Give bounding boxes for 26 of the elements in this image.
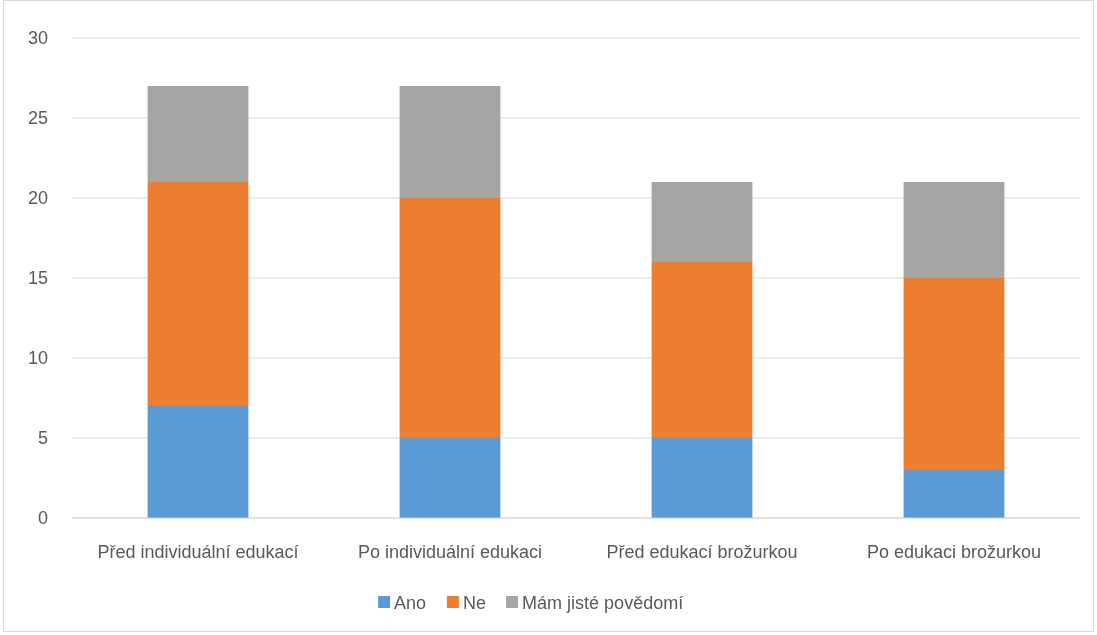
y-tick-label: 25 [27, 108, 48, 129]
legend-label: Ano [394, 593, 427, 614]
y-tick-label: 15 [27, 268, 48, 289]
legend-label: Ne [462, 593, 486, 614]
y-tick-label: 0 [37, 508, 48, 529]
bar [147, 86, 249, 182]
y-tick-label: 20 [27, 188, 48, 209]
legend-label: Mám jisté povědomí [522, 593, 684, 614]
bar [903, 182, 1005, 278]
y-tick-label: 30 [27, 28, 48, 49]
bar [147, 182, 249, 406]
bar [399, 198, 501, 438]
y-tick-label: 5 [37, 428, 48, 449]
x-tick-label: Po individuální edukaci [357, 542, 543, 562]
bar [651, 438, 753, 518]
y-tick-label: 10 [27, 348, 48, 369]
x-tick-label: Před individuální edukací [97, 542, 299, 562]
bar [903, 278, 1005, 470]
bar [399, 438, 501, 518]
bar [147, 406, 249, 518]
x-tick-label: Po edukaci brožurkou [866, 542, 1042, 562]
bar [651, 182, 753, 262]
bar [651, 262, 753, 438]
bar [399, 86, 501, 198]
bar [903, 470, 1005, 518]
x-tick-label: Před edukací brožurkou [606, 542, 798, 562]
